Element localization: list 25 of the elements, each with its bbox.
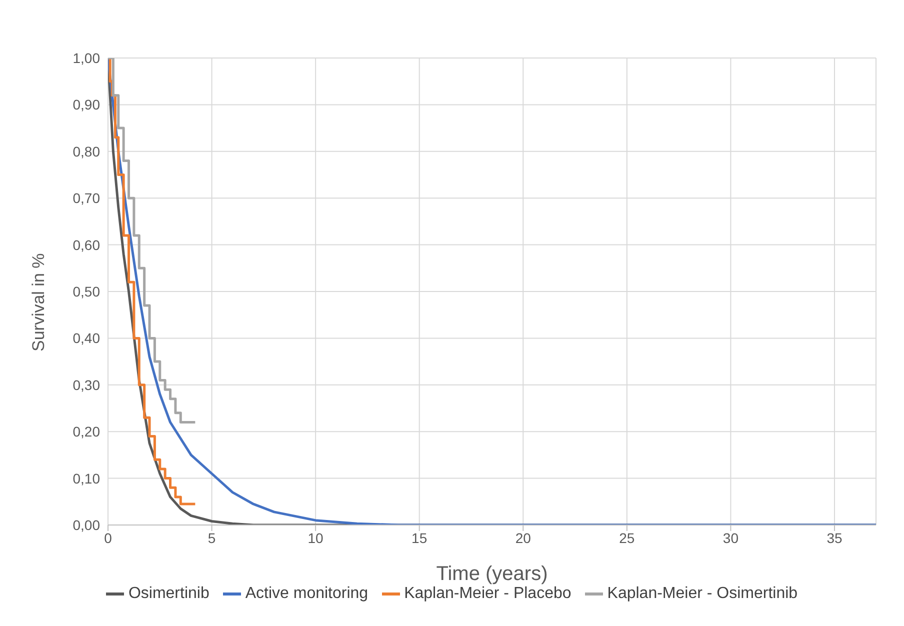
x-tick-label: 0	[104, 530, 112, 546]
y-tick-label: 0,20	[72, 424, 100, 440]
legend-label: Osimertinib	[127, 585, 210, 603]
y-tick-label: 0,80	[72, 143, 100, 160]
x-tick-label: 15	[412, 530, 428, 546]
x-tick-label: 35	[826, 530, 842, 546]
x-axis-title: Time (years)	[436, 563, 548, 585]
y-tick-label: 0,40	[72, 330, 100, 346]
legend-label: Kaplan-Meier - Placebo	[403, 585, 572, 603]
legend-label: Kaplan-Meier - Osimertinib	[606, 585, 798, 603]
y-tick-label: 0,70	[72, 190, 100, 206]
y-tick-label: 0,90	[72, 96, 100, 113]
x-tick-label: 20	[515, 530, 532, 546]
x-tick-label: 10	[308, 530, 324, 546]
x-tick-label: 5	[208, 530, 216, 546]
y-tick-label: 1,00	[72, 50, 100, 66]
legend-label: Active monitoring	[244, 585, 368, 603]
y-tick-label: 0,00	[72, 516, 100, 533]
y-tick-label: 0,60	[72, 236, 100, 253]
y-tick-label: 0,10	[72, 470, 100, 486]
x-tick-label: 30	[722, 530, 739, 546]
y-tick-label: 0,50	[72, 283, 100, 300]
y-axis-title: Survival in %	[29, 253, 48, 352]
y-tick-label: 0,30	[72, 376, 100, 393]
x-tick-label: 25	[619, 530, 635, 546]
